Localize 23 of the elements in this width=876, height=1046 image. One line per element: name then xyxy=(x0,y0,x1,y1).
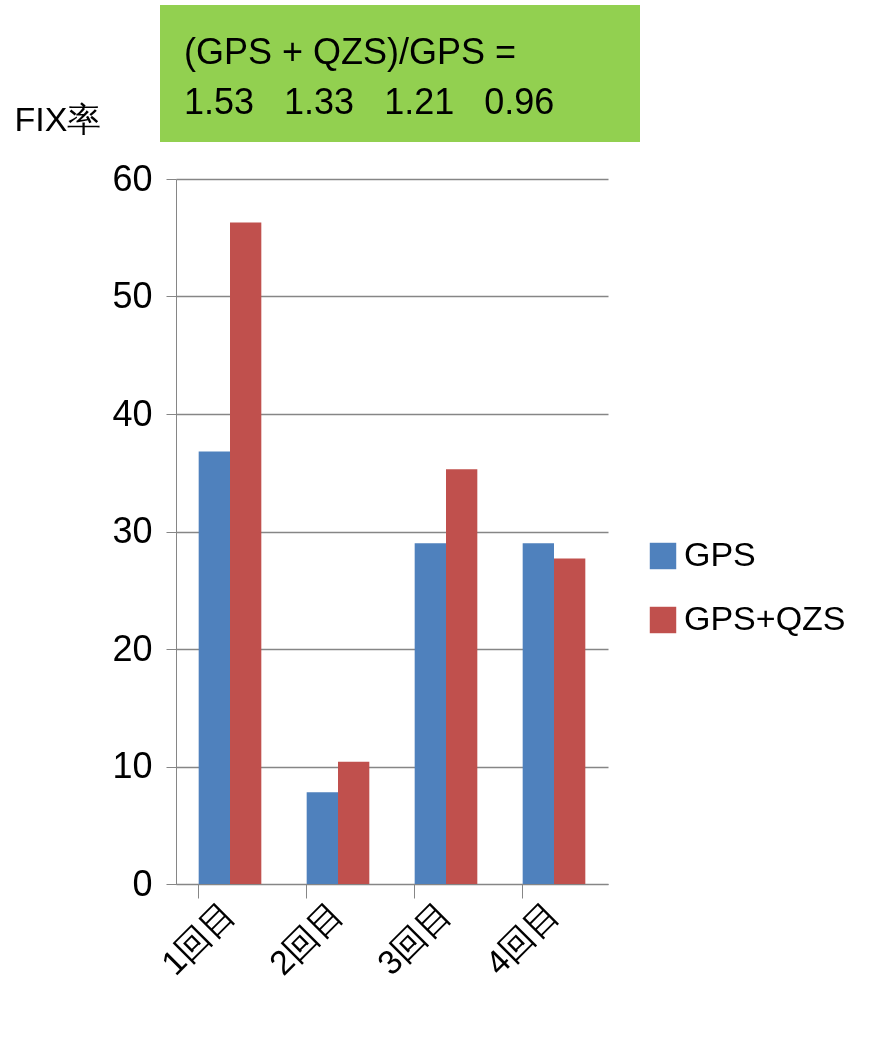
x-tick-label: 1回目 xyxy=(153,893,243,982)
bar xyxy=(198,451,230,884)
bar xyxy=(306,792,338,884)
x-tick-label: 2回目 xyxy=(261,893,351,982)
bar xyxy=(554,558,586,884)
legend-label: GPS+QZS xyxy=(684,599,846,637)
x-tick-label: 3回目 xyxy=(369,893,459,982)
y-tick-label: 50 xyxy=(112,275,153,316)
bar xyxy=(414,543,446,884)
y-tick-label: 0 xyxy=(132,862,153,904)
legend-label: GPS xyxy=(684,535,756,573)
y-tick-label: 30 xyxy=(112,510,153,551)
note-box: (GPS + QZS)/GPS = 1.53 1.33 1.21 0.96 xyxy=(160,5,640,142)
y-tick-label: 10 xyxy=(112,745,153,786)
y-axis-title: FIX率 xyxy=(14,99,102,138)
bar xyxy=(522,543,554,884)
bar xyxy=(446,469,478,884)
bar xyxy=(338,761,370,884)
bar xyxy=(230,222,262,884)
y-tick-label: 40 xyxy=(112,392,153,434)
x-tick-label: 4回目 xyxy=(477,893,567,982)
y-tick-label: 20 xyxy=(112,627,153,669)
y-tick-label: 60 xyxy=(112,157,153,199)
